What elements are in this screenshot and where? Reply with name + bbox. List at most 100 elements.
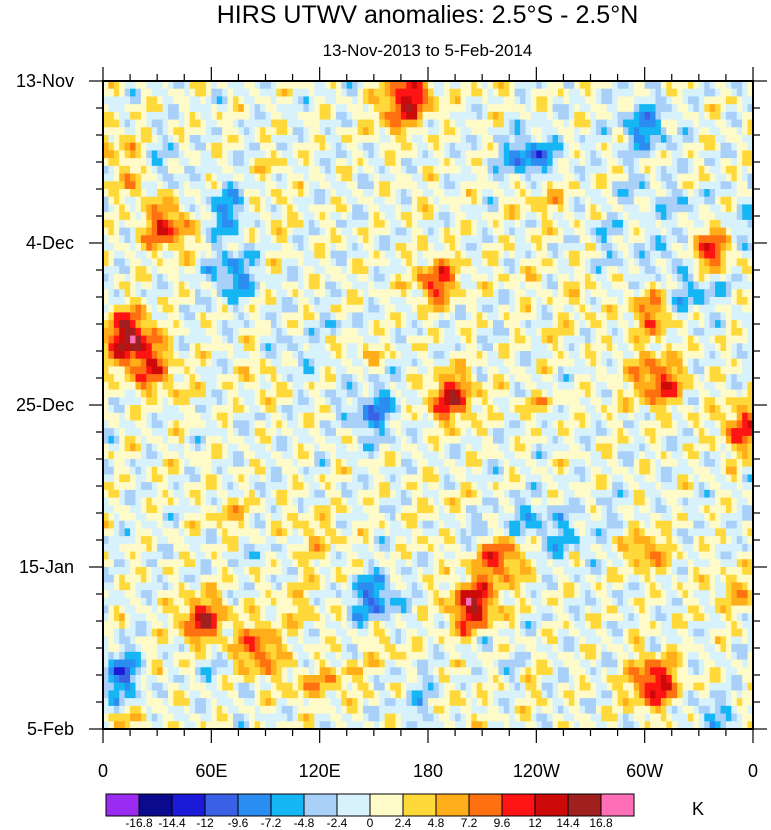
field-cell [189,312,196,321]
field-cell [509,219,516,229]
field-cell [617,243,624,252]
field-cell [298,273,305,283]
field-cell [644,204,651,213]
field-cell [747,81,753,90]
field-cell [460,142,467,152]
field-cell [493,104,500,113]
field-cell [715,219,722,229]
field-cell [520,119,527,128]
field-cell [536,119,543,128]
field-cell [541,127,548,136]
field-cell [704,150,711,159]
field-cell [363,88,370,98]
field-cell [514,320,521,329]
field-cell [671,381,678,391]
field-cell [731,111,738,121]
field-cell [373,335,380,344]
field-cell [178,165,185,175]
field-cell [520,158,527,167]
field-cell [628,289,635,298]
field-cell [119,181,126,190]
field-cell [140,289,147,298]
field-cell [108,127,115,136]
field-cell [601,381,608,391]
field-cell [520,258,527,267]
field-cell [465,181,472,190]
field-cell [660,189,667,198]
field-cell [151,119,158,128]
field-cell [682,204,689,213]
field-cell [254,358,261,368]
field-cell [660,297,667,306]
field-cell [298,281,305,290]
field-cell [698,96,705,105]
field-cell [379,212,386,221]
field-cell [558,351,565,360]
field-cell [698,289,705,298]
field-cell [628,343,635,352]
field-cell [482,111,489,121]
field-cell [352,181,359,190]
field-cell [465,297,472,306]
field-cell [238,397,245,406]
field-cell [195,189,202,198]
field-cell [249,397,256,406]
field-cell [520,335,527,344]
field-cell [406,335,413,344]
field-cell [124,235,131,244]
field-cell [655,111,662,121]
field-cell [520,358,527,368]
field-cell [449,135,456,144]
field-cell [162,119,169,128]
field-cell [747,135,753,144]
field-cell [211,165,218,175]
field-cell [601,219,608,229]
field-cell [666,235,673,244]
field-cell [216,127,223,136]
field-cell [395,266,402,275]
field-cell [471,343,478,352]
field-cell [373,219,380,229]
field-cell [400,119,407,128]
field-cell [108,196,115,206]
field-cell [438,127,445,136]
field-cell [563,165,570,175]
field-cell [363,181,370,190]
field-cell [330,389,337,398]
field-cell [514,142,521,152]
field-cell [357,343,364,352]
field-cell [325,104,332,113]
field-cell [525,189,532,198]
field-cell [720,304,727,314]
field-cell [222,397,229,406]
field-cell [341,335,348,344]
field-cell [276,81,283,90]
field-cell [368,142,375,152]
field-cell [233,96,240,105]
field-cell [303,96,310,105]
field-cell [303,227,310,236]
field-cell [238,351,245,360]
field-cell [438,297,445,306]
field-cell [200,327,207,337]
field-cell [514,189,521,198]
field-cell [736,235,743,244]
field-cell [357,96,364,105]
field-cell [525,273,532,283]
field-cell [357,81,364,90]
field-cell [742,381,749,391]
field-cell [449,297,456,306]
field-cell [168,96,175,105]
field-cell [449,212,456,221]
field-cell [243,397,250,406]
field-cell [731,289,738,298]
field-cell [736,189,743,198]
field-cell [623,320,630,329]
field-cell [373,351,380,360]
field-cell [146,374,153,383]
field-cell [222,335,229,344]
field-cell [265,150,272,159]
field-cell [151,204,158,213]
field-cell [287,235,294,244]
field-cell [530,273,537,283]
